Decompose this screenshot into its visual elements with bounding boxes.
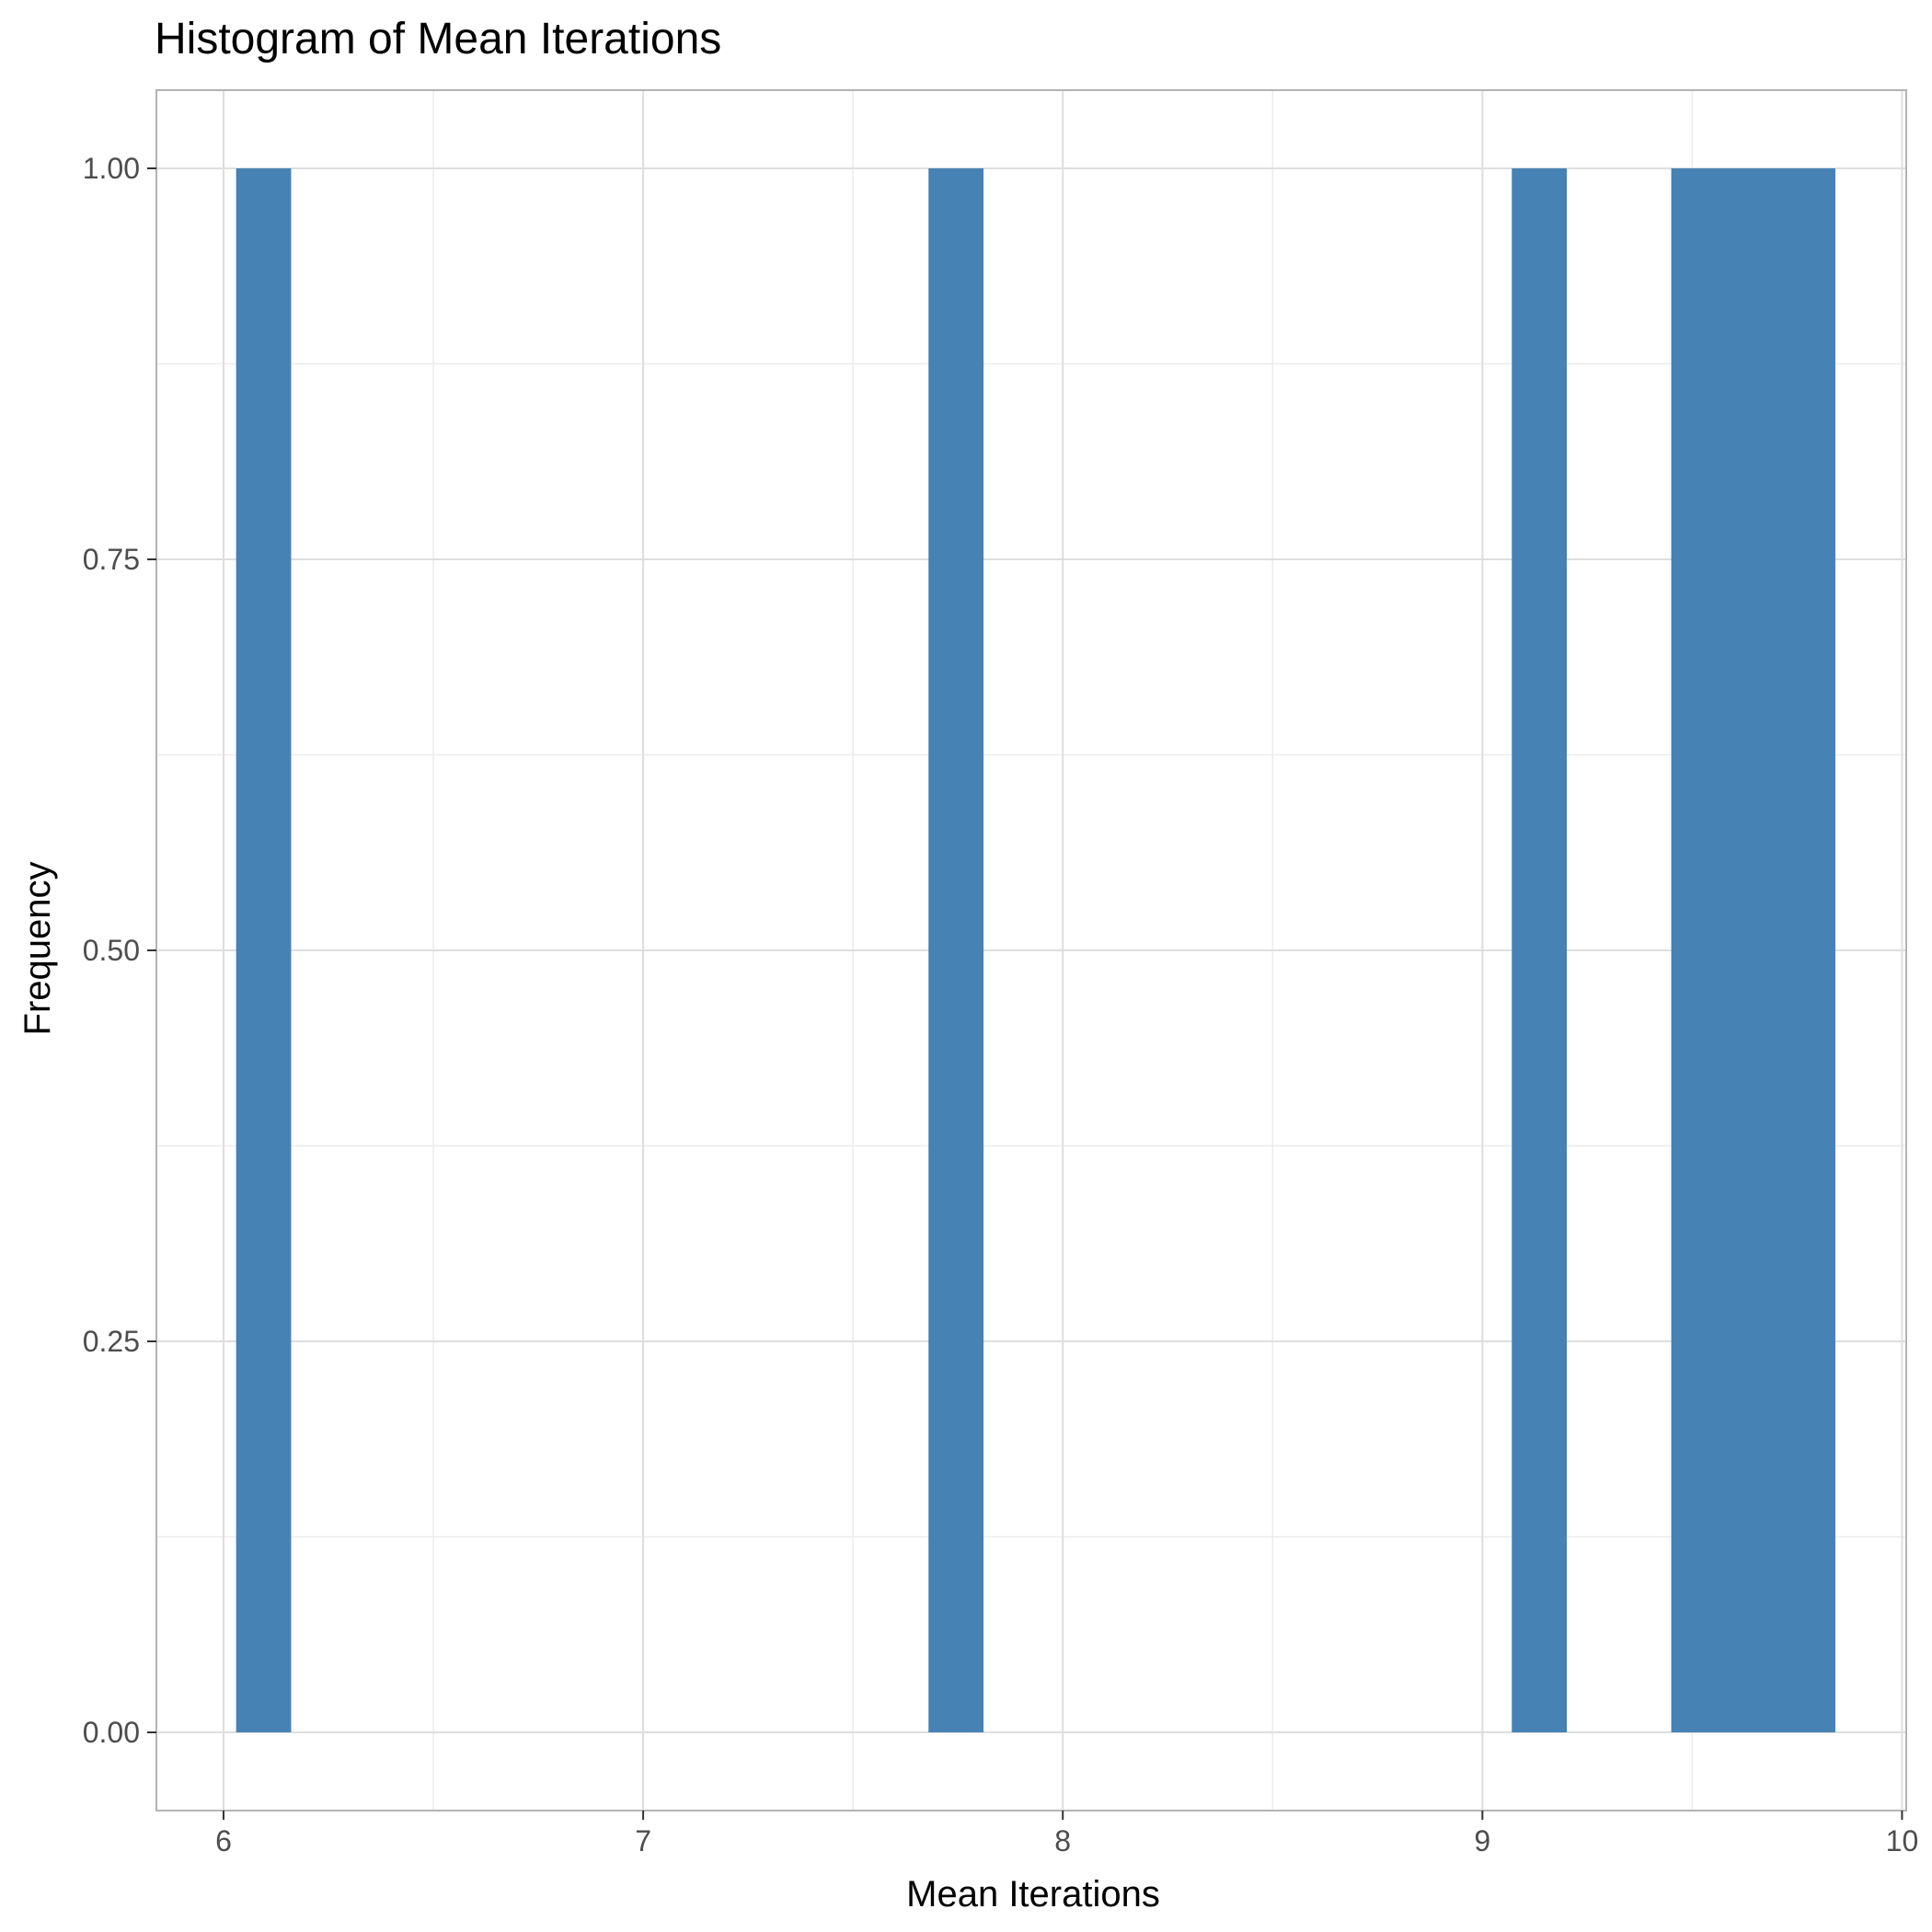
x-tick-label: 10 — [1886, 1824, 1919, 1857]
y-tick-label: 1.00 — [83, 152, 140, 185]
y-tick-label: 0.25 — [83, 1325, 140, 1358]
histogram-bar — [928, 168, 984, 1732]
y-axis-title: Frequency — [17, 862, 58, 1036]
x-tick-label: 8 — [1054, 1824, 1071, 1857]
y-tick-label: 0.00 — [83, 1716, 140, 1749]
x-tick-label: 7 — [635, 1824, 651, 1857]
histogram-bar — [1512, 168, 1568, 1732]
x-tick-label: 6 — [215, 1824, 232, 1857]
histogram-bar — [1725, 168, 1781, 1732]
x-axis-title: Mean Iterations — [906, 1874, 1160, 1915]
histogram-bar — [1780, 168, 1835, 1732]
histogram-bars — [236, 168, 1835, 1732]
histogram-bar — [236, 168, 292, 1732]
x-tick-label: 9 — [1474, 1824, 1490, 1857]
y-tick-label: 0.75 — [83, 543, 140, 576]
x-axis-ticks: 6 7 8 9 10 — [215, 1811, 1918, 1857]
y-axis-ticks: 0.00 0.25 0.50 0.75 1.00 — [83, 152, 156, 1749]
y-tick-label: 0.50 — [83, 934, 140, 967]
histogram-bar — [1671, 168, 1727, 1732]
major-gridlines — [156, 90, 1906, 1811]
chart-title: Histogram of Mean Iterations — [155, 15, 721, 63]
